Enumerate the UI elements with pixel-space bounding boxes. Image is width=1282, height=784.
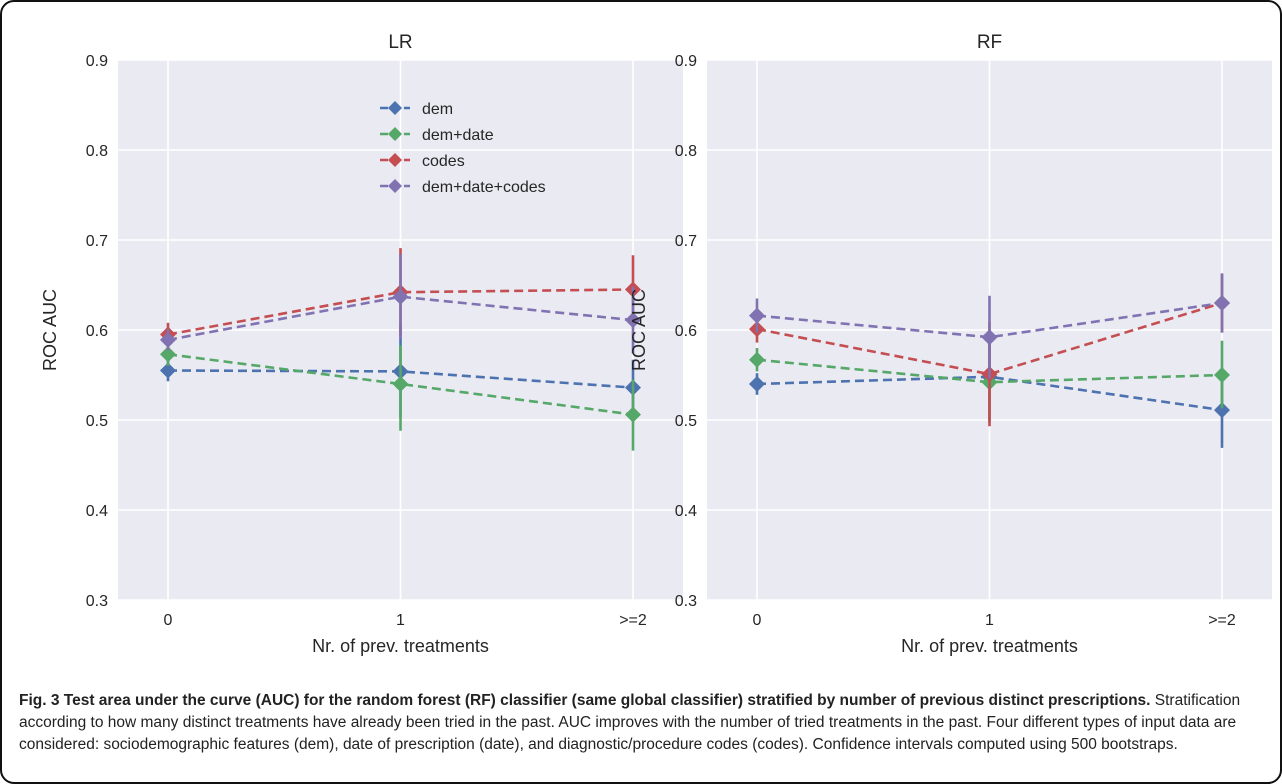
panel-1-legend-label-dem: dem: [422, 101, 453, 118]
panel-2-y-tick-label: 0.8: [675, 143, 697, 160]
panel-2-y-tick-label: 0.4: [675, 503, 697, 520]
panel-1-y-tick-label: 0.6: [86, 323, 108, 340]
panel-1-marker-dem-date-codes: [160, 331, 176, 348]
panel-1-legend-label-dem-date: dem+date: [422, 127, 494, 144]
panel-2-marker-dem: [1214, 402, 1230, 419]
panel-2-series-line-dem-date: [756, 358, 1223, 384]
panel-2-x-tick-label: 0: [753, 612, 762, 629]
panel-2-y-tick-label: 0.9: [675, 53, 697, 70]
panel-1-marker-dem-date: [625, 406, 641, 423]
panel-2-marker-dem-date-codes: [1214, 295, 1230, 311]
panel-1-legend-label-codes: codes: [422, 153, 465, 170]
panel-1-marker-dem-date-codes: [392, 288, 409, 305]
panel-1-legend-marker-dem-date-codes: [388, 179, 402, 193]
panel-2-series-line-dem-date-codes: [756, 301, 1223, 339]
panel-2-marker-dem-date-codes: [981, 329, 998, 346]
panel-2-y-tick-label: 0.6: [675, 323, 697, 340]
panel-2-chart: 0.3 0.4 0.5 0.6 0.7 0.8 0.9 0 1 >=2 RF Nr. of prev.…: [629, 32, 1272, 656]
panel-1-marker-dem: [160, 362, 176, 379]
panel-1-series-line-dem-date-codes: [167, 295, 634, 342]
panel-2-x-tick-label: >=2: [1208, 612, 1236, 629]
panel-1-x-tick-label: 0: [164, 612, 173, 629]
figure-caption: Fig. 3 Test area under the curve (AUC) f…: [19, 690, 1269, 756]
panel-2-y-tick-label: 0.5: [675, 413, 697, 430]
panel-1-y-tick-label: 0.9: [86, 53, 108, 70]
panel-1-marker-dem-date: [392, 376, 409, 392]
panel-1-legend-label-dem-date-codes: dem+date+codes: [422, 179, 546, 196]
panel-1-y-tick-label: 0.5: [86, 413, 108, 430]
panel-2-y-tick-label: 0.7: [675, 233, 697, 250]
panel-1-legend-marker-dem: [388, 101, 402, 115]
panel-1-legend-marker-dem-date: [388, 127, 402, 141]
panel-1-series-line-dem-date: [167, 353, 634, 416]
panel-2-y-tick-label: 0.3: [675, 593, 697, 610]
panel-1-chart: 0.3 0.4 0.5 0.6 0.7 0.8 0.9 0 1 >=2 LR Nr. of prev.…: [40, 32, 683, 656]
panel-1-y-tick-label: 0.4: [86, 503, 108, 520]
panel-2-x-tick-label: 1: [985, 612, 994, 629]
panel-2-marker-dem-date: [749, 351, 765, 368]
panel-2-marker-dem: [749, 376, 765, 392]
panel-2-title: RF: [977, 32, 1002, 53]
panel-1-series-line-codes: [167, 288, 634, 336]
panel-1-x-tick-label: 1: [396, 612, 405, 629]
panel-1-marker-dem-date: [160, 346, 176, 363]
panel-1-y-tick-label: 0.7: [86, 233, 108, 250]
panel-1-x-tick-label: >=2: [619, 612, 647, 629]
panel-1-legend-marker-codes: [388, 153, 402, 167]
caption-title: Fig. 3 Test area under the curve (AUC) f…: [19, 692, 1151, 709]
panel-1-marker-dem-date-codes: [625, 312, 641, 329]
panel-1-y-axis-label: ROC AUC: [40, 289, 60, 371]
panel-2-x-axis-label: Nr. of prev. treatments: [901, 636, 1078, 656]
panel-2-marker-dem-date-codes: [749, 307, 765, 324]
panel-1-x-axis-label: Nr. of prev. treatments: [312, 636, 489, 656]
panel-1-y-tick-label: 0.3: [86, 593, 108, 610]
panel-2-series-line-codes: [756, 301, 1223, 376]
figure-chart-area: 0.3 0.4 0.5 0.6 0.7 0.8 0.9 0 1 >=2 LR Nr. of prev.…: [40, 32, 1272, 656]
panel-1-title: LR: [388, 32, 412, 53]
panel-2-y-axis-label: ROC AUC: [629, 289, 649, 371]
panel-2-marker-dem-date: [1214, 367, 1230, 383]
caption-text: Stratification according to how many dis…: [19, 692, 1241, 753]
panel-1-y-tick-label: 0.8: [86, 143, 108, 160]
